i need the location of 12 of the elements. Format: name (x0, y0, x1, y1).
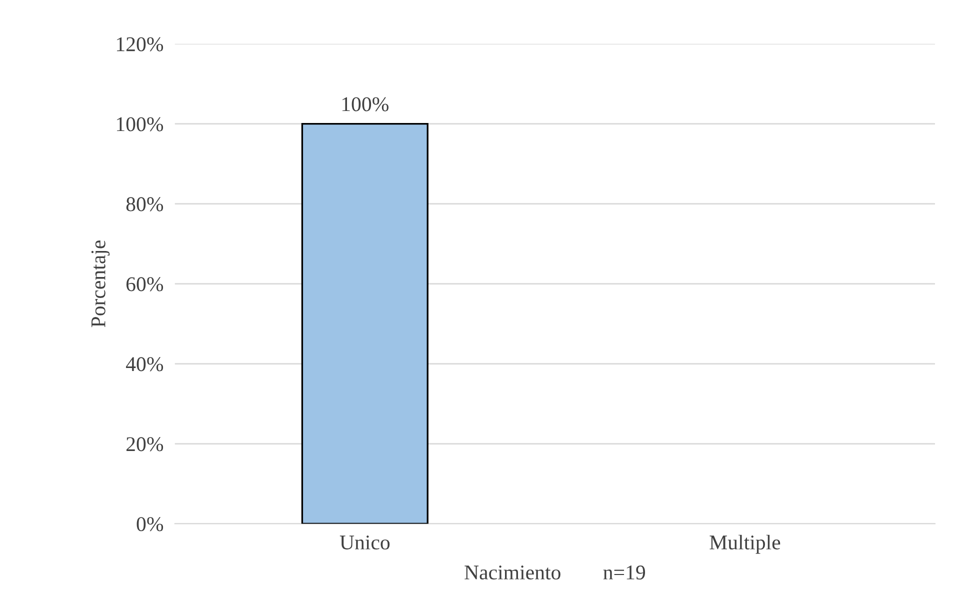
x-tick-label: Multiple (710, 534, 780, 554)
data-label: 100% (342, 97, 388, 112)
y-tick-label: 100% (117, 117, 164, 132)
y-tick-label: 20% (126, 437, 164, 452)
y-tick-label: 40% (126, 357, 164, 372)
y-tick-label: 120% (117, 37, 164, 52)
y-tick-label: 0% (136, 517, 164, 532)
y-tick-label: 80% (126, 197, 164, 212)
x-axis-title: Nacimiento n=19 (464, 566, 646, 580)
y-tick-label: 60% (126, 277, 164, 292)
y-axis-title: Porcentaje (91, 240, 110, 328)
x-tick-label: Unico (340, 536, 390, 550)
